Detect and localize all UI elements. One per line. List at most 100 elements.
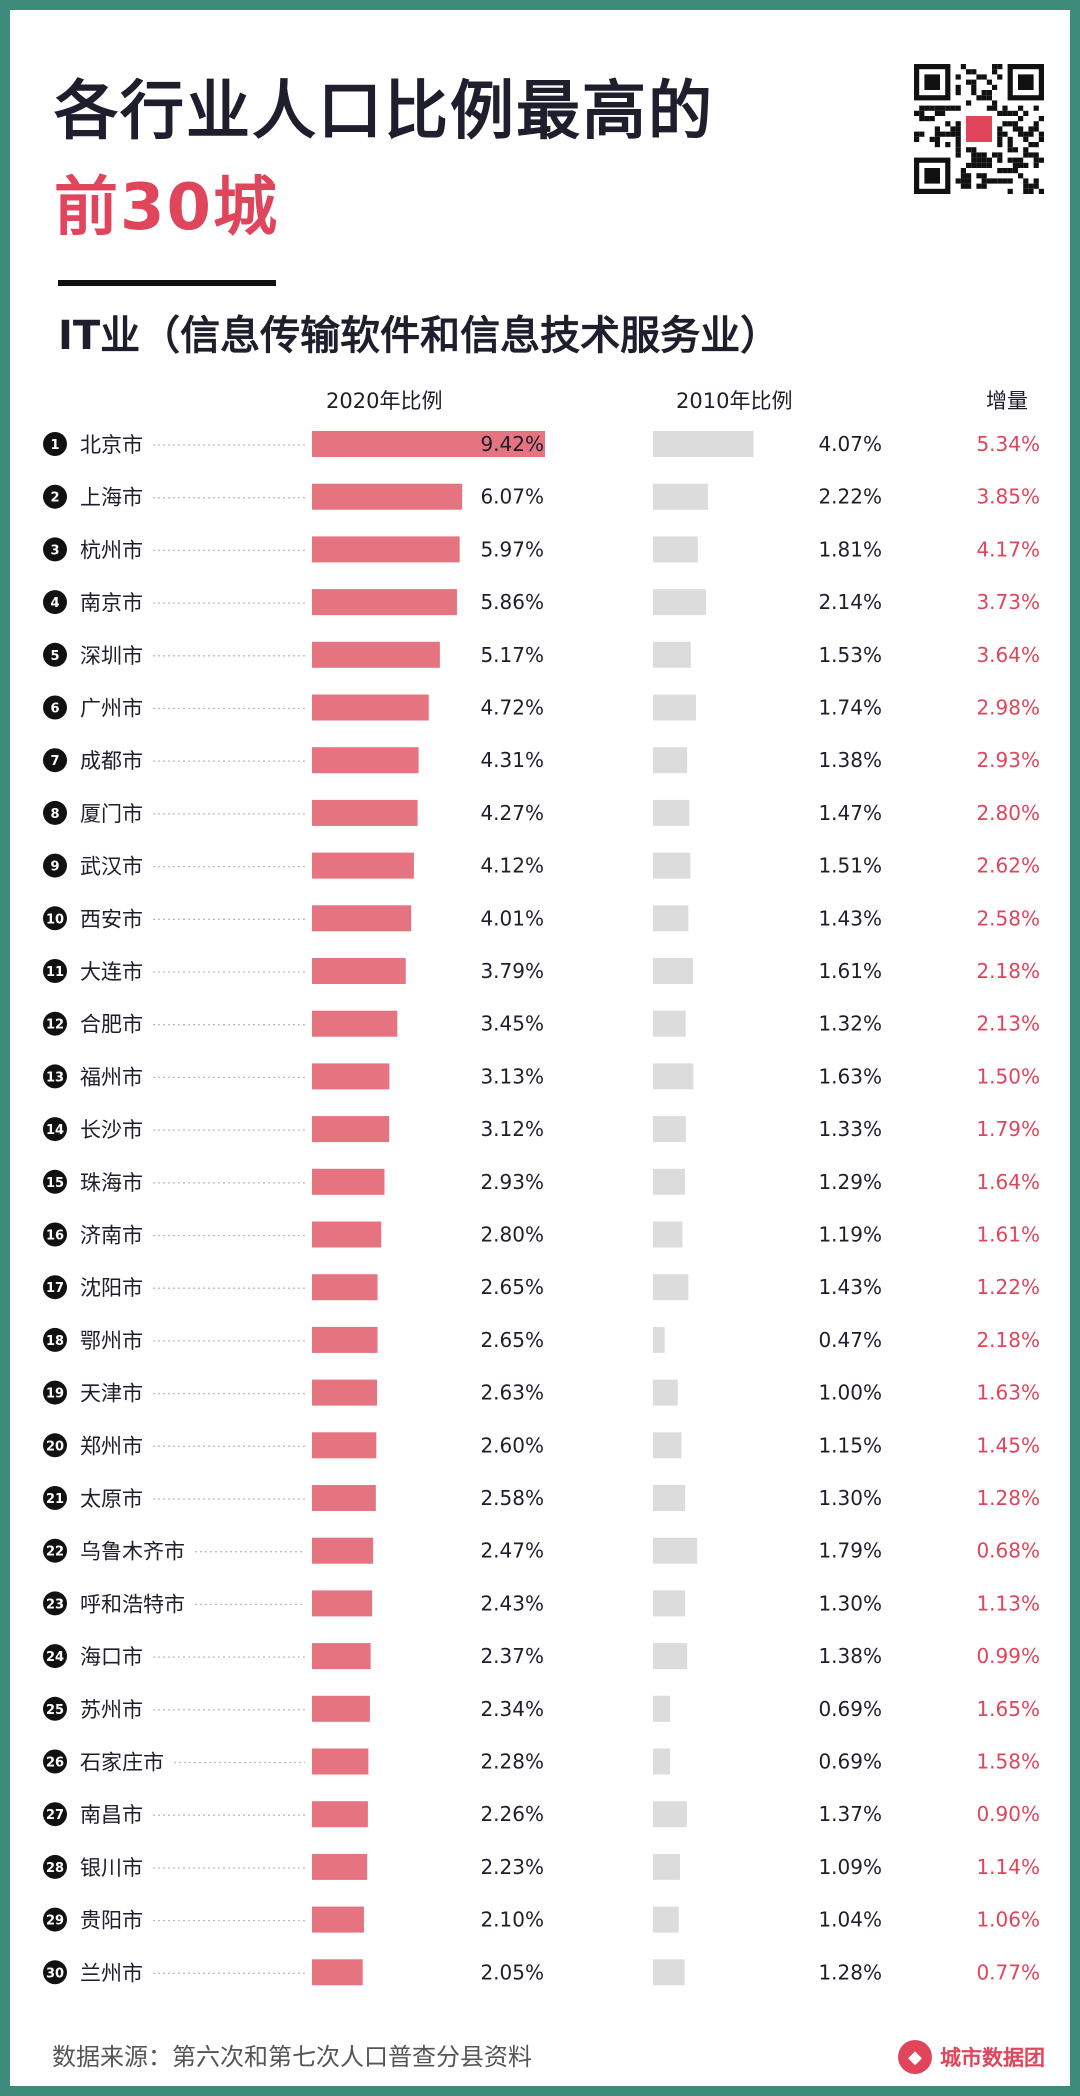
city-label: 呼和浩特市 <box>80 1592 185 1616</box>
bar-2010 <box>653 1432 682 1459</box>
bar-2020 <box>312 1695 370 1722</box>
value-label-increase: 0.68% <box>976 1539 1040 1563</box>
bar-2010 <box>653 641 691 668</box>
value-label-2020: 4.12% <box>480 854 544 878</box>
rank-number: 18 <box>46 1334 64 1349</box>
city-label: 兰州市 <box>80 1961 143 1985</box>
value-label-2010: 1.00% <box>818 1381 882 1405</box>
column-header-increase: 增量 <box>986 389 1028 413</box>
value-label-increase: 3.64% <box>976 643 1040 667</box>
value-label-increase: 2.13% <box>976 1012 1040 1036</box>
qr-code-icon <box>914 64 1044 194</box>
bar-2020 <box>312 1116 390 1143</box>
rank-badge <box>43 1907 67 1932</box>
city-label: 石家庄市 <box>80 1751 164 1775</box>
value-label-2010: 1.04% <box>818 1908 882 1932</box>
value-label-2020: 2.10% <box>480 1908 544 1932</box>
city-label: 南京市 <box>80 591 143 615</box>
bar-2020 <box>312 1432 377 1459</box>
value-label-2020: 2.60% <box>480 1433 544 1457</box>
rank-number: 24 <box>46 1650 64 1665</box>
bar-2010 <box>653 852 691 879</box>
city-label: 长沙市 <box>80 1118 143 1142</box>
infographic-card: 各行业人口比例最高的 前30城 IT业（信息传输软件和信息技术服务业） 2020… <box>10 10 1070 2086</box>
chart-subtitle: IT业（信息传输软件和信息技术服务业） <box>58 313 781 359</box>
bar-chart: 1 北京市 9.42% 4.07% 5.34% 2 上海市 6.07% 2.22% 3.85% 3 杭… <box>43 431 1040 1986</box>
rank-number: 27 <box>46 1808 64 1823</box>
value-label-2010: 1.47% <box>818 801 882 825</box>
bar-2020 <box>312 1168 385 1195</box>
value-label-2010: 0.69% <box>818 1750 882 1774</box>
value-label-increase: 1.79% <box>976 1117 1040 1141</box>
page-title-highlight: 前30城 <box>54 171 280 245</box>
value-label-2020: 3.13% <box>480 1064 544 1088</box>
bar-2010 <box>653 589 706 616</box>
rank-number: 16 <box>46 1229 64 1244</box>
value-label-2010: 1.29% <box>818 1170 882 1194</box>
value-label-2010: 1.51% <box>818 854 882 878</box>
rank-number: 19 <box>46 1387 64 1402</box>
rank-number: 7 <box>50 754 59 769</box>
value-label-2020: 2.58% <box>480 1486 544 1510</box>
brand-logo: ◆ 城市数据团 <box>898 2038 1045 2076</box>
value-label-2020: 4.31% <box>480 748 544 772</box>
rank-number: 28 <box>46 1861 64 1876</box>
rank-badge <box>43 1591 67 1616</box>
rank-number: 4 <box>50 596 59 611</box>
bar-2010 <box>653 1748 671 1775</box>
value-label-increase: 0.77% <box>976 1960 1040 1984</box>
value-label-2010: 1.79% <box>818 1539 882 1563</box>
value-label-2010: 1.38% <box>818 1644 882 1668</box>
rank-badge <box>43 1169 67 1194</box>
city-label: 郑州市 <box>80 1434 143 1458</box>
value-label-2020: 2.93% <box>480 1170 544 1194</box>
bar-2010 <box>653 799 690 826</box>
city-label: 银川市 <box>80 1856 143 1880</box>
bar-2020 <box>312 747 419 774</box>
value-label-2010: 1.53% <box>818 643 882 667</box>
rank-badge <box>43 1275 67 1300</box>
value-label-2020: 2.28% <box>480 1750 544 1774</box>
city-label: 福州市 <box>80 1065 143 1089</box>
city-label: 北京市 <box>80 433 143 457</box>
bar-2020 <box>312 1326 378 1353</box>
bar-2010 <box>653 1643 688 1670</box>
value-label-2020: 4.72% <box>480 696 544 720</box>
rank-number: 26 <box>46 1756 64 1771</box>
rank-number: 9 <box>50 860 59 875</box>
value-label-2010: 1.09% <box>818 1855 882 1879</box>
rank-badge <box>43 1486 67 1510</box>
value-label-2010: 1.19% <box>818 1223 882 1247</box>
city-label: 海口市 <box>80 1645 143 1669</box>
rank-badge <box>43 800 67 825</box>
rank-number: 13 <box>46 1070 64 1085</box>
rank-badge <box>43 642 67 667</box>
column-header-2010: 2010年比例 <box>676 389 793 413</box>
city-label: 南昌市 <box>80 1803 143 1827</box>
city-label: 厦门市 <box>80 802 143 826</box>
value-label-2010: 4.07% <box>818 432 882 456</box>
value-label-2020: 2.47% <box>480 1539 544 1563</box>
rank-number: 5 <box>50 649 59 664</box>
rank-badge <box>43 590 67 615</box>
bar-2020 <box>312 905 412 932</box>
value-label-2010: 1.74% <box>818 696 882 720</box>
value-label-2010: 1.30% <box>818 1486 882 1510</box>
value-label-increase: 1.14% <box>976 1855 1040 1879</box>
bar-2020 <box>312 1379 378 1406</box>
bar-2010 <box>653 1695 671 1722</box>
rank-number: 1 <box>50 438 59 453</box>
value-label-2010: 1.37% <box>818 1802 882 1826</box>
city-label: 济南市 <box>80 1224 143 1248</box>
value-label-increase: 2.58% <box>976 906 1040 930</box>
bar-2020 <box>312 1643 371 1670</box>
value-label-2020: 9.42% <box>480 432 544 456</box>
value-label-2010: 1.63% <box>818 1064 882 1088</box>
rank-badge <box>43 537 67 562</box>
bar-2010 <box>653 1116 686 1143</box>
rank-number: 30 <box>46 1966 64 1981</box>
value-label-2020: 2.23% <box>480 1855 544 1879</box>
bar-2020 <box>312 694 429 721</box>
value-label-2010: 1.38% <box>818 748 882 772</box>
bar-2020 <box>312 1537 374 1564</box>
